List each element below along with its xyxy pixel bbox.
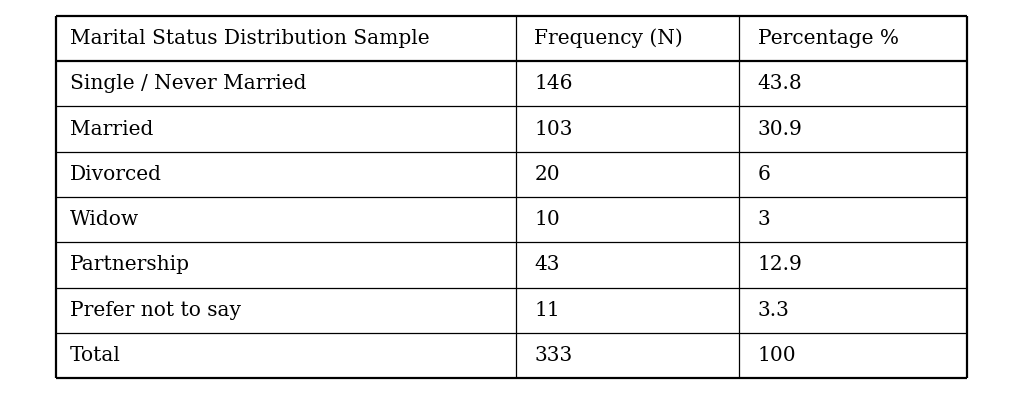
Text: 3: 3 [757, 210, 770, 229]
Text: 100: 100 [757, 346, 796, 365]
Text: Marital Status Distribution Sample: Marital Status Distribution Sample [70, 29, 430, 48]
Text: 146: 146 [534, 74, 573, 93]
Text: 12.9: 12.9 [757, 255, 802, 275]
Text: 10: 10 [534, 210, 561, 229]
Text: Frequency (N): Frequency (N) [534, 29, 683, 48]
Text: 6: 6 [757, 165, 770, 184]
Text: 43: 43 [534, 255, 560, 275]
Text: 30.9: 30.9 [757, 119, 802, 139]
Text: Married: Married [70, 119, 153, 139]
Text: Partnership: Partnership [70, 255, 189, 275]
Text: Total: Total [70, 346, 121, 365]
Text: Percentage %: Percentage % [757, 29, 898, 48]
Text: 333: 333 [534, 346, 573, 365]
Text: 3.3: 3.3 [757, 301, 790, 320]
Text: 43.8: 43.8 [757, 74, 802, 93]
Text: Prefer not to say: Prefer not to say [70, 301, 240, 320]
Text: 20: 20 [534, 165, 560, 184]
Text: 103: 103 [534, 119, 573, 139]
Text: Single / Never Married: Single / Never Married [70, 74, 306, 93]
Text: Widow: Widow [70, 210, 139, 229]
Text: 11: 11 [534, 301, 561, 320]
Text: Divorced: Divorced [70, 165, 162, 184]
